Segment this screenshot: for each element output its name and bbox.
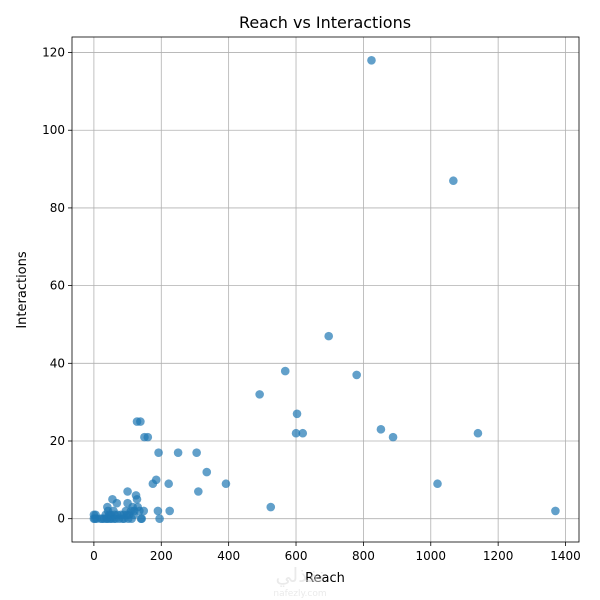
chart-title: Reach vs Interactions — [239, 13, 411, 32]
y-axis-label: Interactions — [15, 251, 30, 329]
data-point — [164, 479, 173, 489]
data-point — [165, 506, 174, 516]
data-point — [192, 448, 201, 457]
data-point — [298, 428, 308, 438]
watermark-brand: نفذلي — [276, 563, 325, 588]
x-tick-label: 1200 — [483, 549, 514, 563]
y-tick-label: 40 — [50, 356, 65, 370]
data-point — [255, 390, 264, 399]
ticks-layer: 0 200 400 600 800 1000 1200 1400 0 20 40 60 80 100 120 — [42, 46, 581, 563]
y-tick-label: 60 — [50, 279, 65, 293]
data-point — [123, 487, 132, 496]
watermark-url: nafezly.com — [273, 589, 326, 599]
x-tick-label: 400 — [217, 549, 240, 563]
data-point — [280, 366, 290, 376]
data-point — [221, 479, 231, 489]
y-tick-label: 0 — [57, 512, 65, 526]
x-tick-label: 0 — [90, 549, 98, 563]
y-tick-label: 120 — [42, 46, 65, 60]
data-point — [388, 432, 398, 442]
x-tick-label: 1400 — [550, 549, 581, 563]
data-point — [324, 331, 334, 341]
data-point — [155, 514, 164, 523]
data-point — [292, 409, 302, 419]
points-layer — [89, 56, 560, 523]
x-tick-label: 1000 — [416, 549, 447, 563]
y-tick-label: 80 — [50, 201, 65, 215]
grid-layer — [72, 37, 579, 542]
data-point — [137, 514, 147, 523]
data-point — [473, 428, 483, 438]
x-tick-label: 800 — [352, 549, 375, 563]
data-point — [266, 502, 276, 512]
data-point — [376, 425, 386, 434]
data-point — [154, 448, 163, 457]
data-point — [449, 176, 458, 186]
data-point — [136, 417, 145, 426]
data-point — [551, 506, 560, 516]
data-point — [153, 506, 163, 516]
data-point — [151, 475, 161, 485]
y-tick-label: 100 — [42, 123, 65, 137]
data-point — [433, 479, 442, 489]
data-point — [367, 56, 376, 65]
data-point — [112, 498, 122, 508]
data-point — [291, 428, 301, 438]
data-point — [143, 432, 153, 442]
data-point — [132, 494, 142, 504]
data-point — [352, 370, 361, 380]
x-tick-label: 600 — [285, 549, 308, 563]
x-tick-label: 200 — [150, 549, 173, 563]
y-tick-label: 20 — [50, 434, 65, 448]
plot-frame — [71, 36, 580, 543]
data-point — [173, 448, 183, 457]
data-point — [139, 506, 149, 516]
data-point — [194, 487, 203, 496]
data-point — [202, 467, 212, 477]
x-axis-label: Reach — [305, 571, 345, 586]
watermark: نفذلي nafezly.com — [273, 563, 326, 599]
